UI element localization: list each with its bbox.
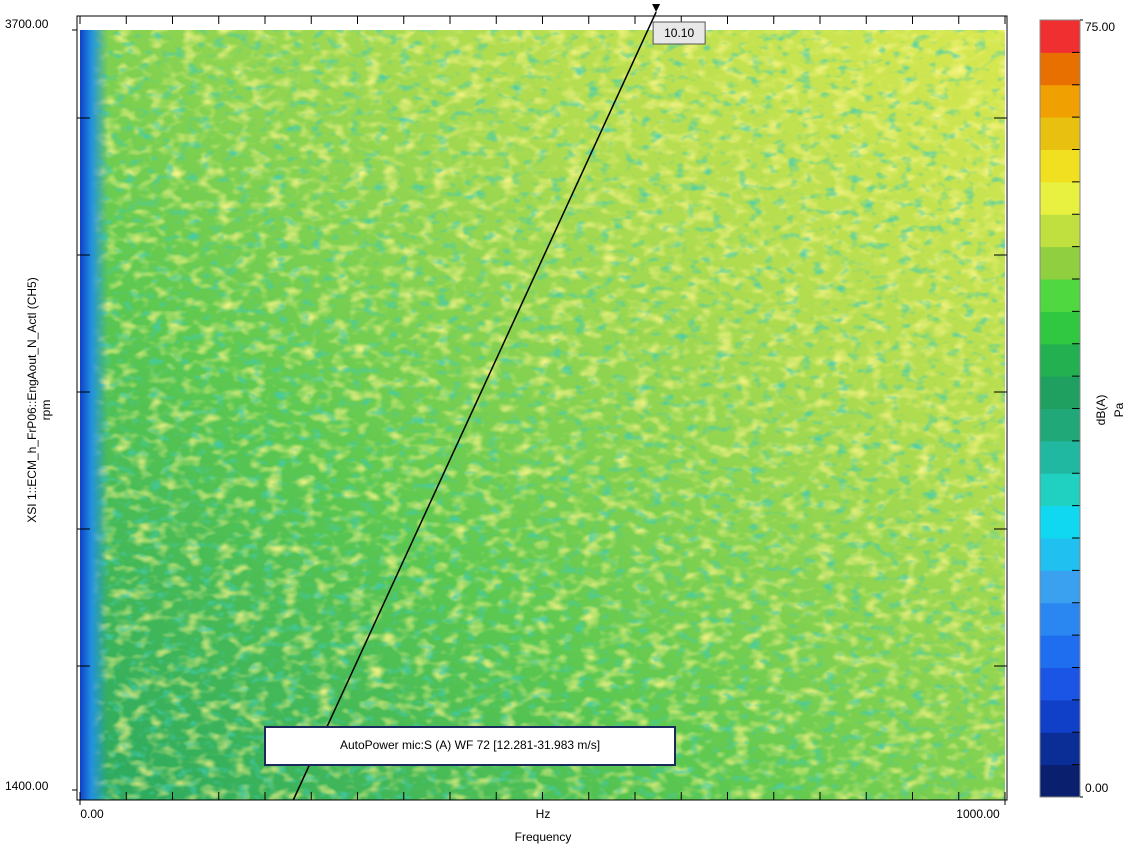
colorbar-band [1040, 699, 1080, 733]
colorbar-band [1040, 376, 1080, 409]
colorbar-band [1040, 570, 1080, 604]
colorbar-band [1040, 764, 1080, 798]
colorbar-band [1040, 732, 1080, 766]
y-tick-label: 1400.00 [5, 779, 49, 793]
colorbar-band [1040, 343, 1080, 377]
cursor-handle [652, 4, 661, 12]
colorbar-unit: dB(A) [1094, 395, 1108, 426]
y-unit: rpm [39, 400, 53, 421]
colorbar-unit: Pa [1112, 402, 1126, 417]
colorbar-frame [1039, 19, 1081, 798]
colorbar-band [1040, 52, 1080, 86]
cursor-label-box [652, 21, 706, 45]
colorbar-band [1040, 149, 1080, 183]
colorbar-band [1040, 279, 1080, 312]
colorbar-band [1040, 117, 1080, 150]
colorbar-band [1040, 538, 1080, 571]
colorbar-band [1040, 635, 1080, 668]
legend-text: AutoPower mic:S (A) WF 72 [12.281-31.983… [340, 738, 600, 752]
colorbar-band [1040, 181, 1080, 215]
heatmap-field [80, 30, 1005, 800]
colorbar-tick-label: 0.00 [1085, 781, 1109, 795]
y-axis-title: XSI 1::ECM_h_FrP06::EngAout_N_Actl (CH5) [25, 277, 39, 522]
x-unit: Hz [536, 807, 551, 821]
colorbar-band [1040, 440, 1080, 474]
colorbar-band [1040, 311, 1080, 345]
colorbar-band [1040, 84, 1080, 118]
x-tick-label: 0.00 [80, 807, 104, 821]
colorbar-band [1040, 214, 1080, 248]
colorbar-band [1040, 246, 1080, 280]
legend-box [264, 726, 676, 766]
colorbar-band [1040, 667, 1080, 701]
frame-ticks [77, 16, 1007, 800]
colorbar-tick-label: 75.00 [1085, 20, 1115, 34]
colorbar-band [1040, 505, 1080, 539]
y-tick-label: 3700.00 [5, 17, 49, 31]
x-axis-title: Frequency [515, 830, 572, 844]
order-cursor [292, 11, 657, 801]
colorbar-band [1040, 473, 1080, 507]
colorbar-band [1040, 602, 1080, 636]
x-tick-label: 1000.00 [956, 807, 1000, 821]
cursor-label: 10.10 [664, 26, 694, 40]
colorbar-band [1040, 408, 1080, 442]
colorbar-band [1040, 20, 1080, 53]
